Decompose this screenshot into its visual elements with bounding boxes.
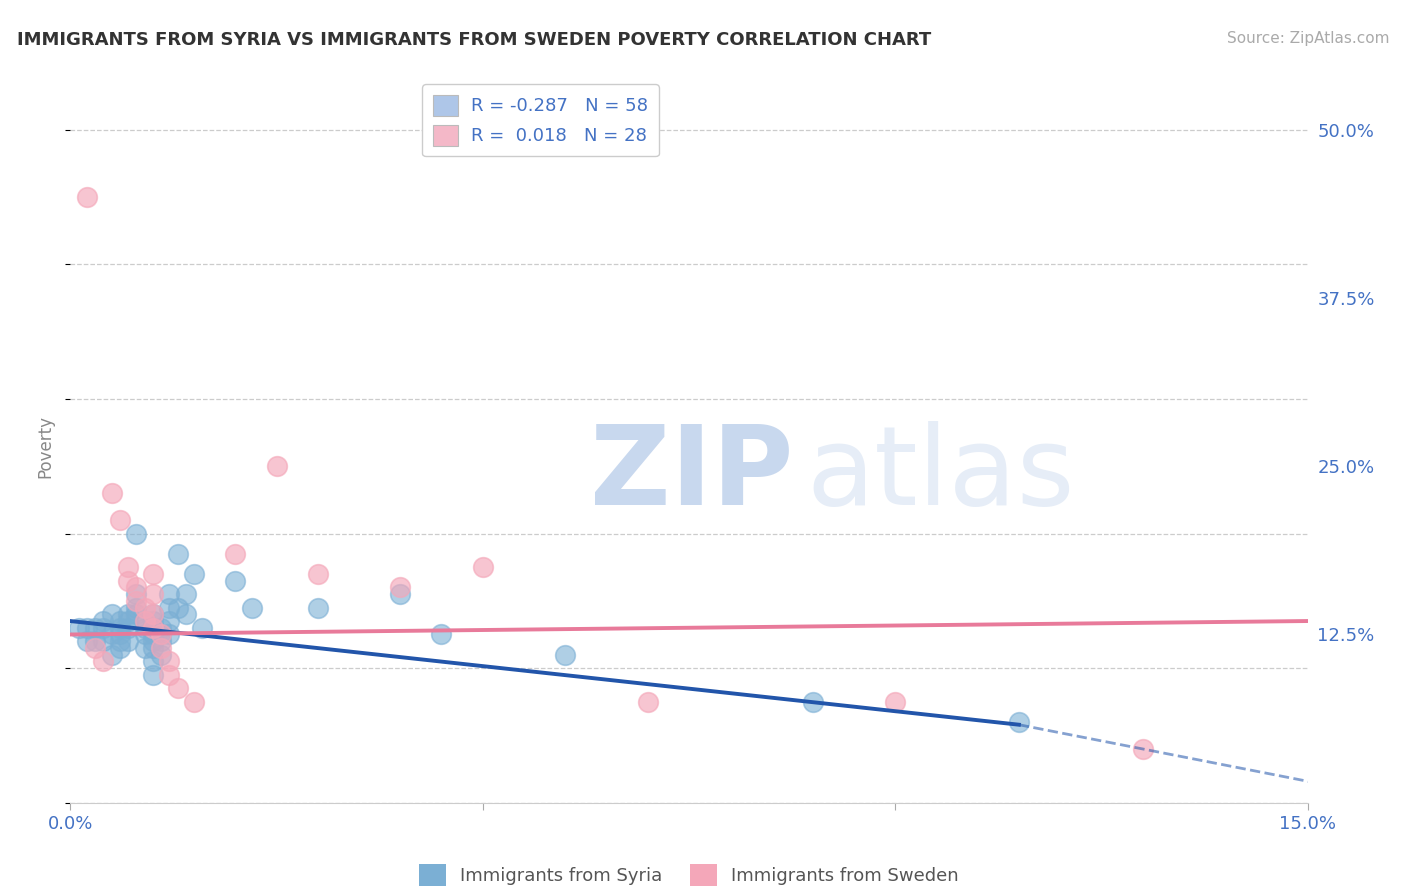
Point [224,574,246,588]
Point [84,621,107,635]
Point [134,600,156,615]
Point [108,621,131,635]
Point [150,627,173,641]
Text: Source: ZipAtlas.com: Source: ZipAtlas.com [1226,31,1389,46]
Point [134,614,156,628]
Point [266,459,288,474]
Point [108,513,131,527]
Y-axis label: Poverty: Poverty [37,415,55,477]
Point [142,668,165,682]
Point [91,614,114,628]
Point [554,648,576,662]
Point [157,668,180,682]
Point [157,655,180,669]
Point [84,640,107,655]
Point [100,627,122,641]
Point [191,621,214,635]
Point [307,600,329,615]
Point [142,607,165,622]
Point [134,621,156,635]
Point [389,580,412,594]
Point [389,587,412,601]
Point [637,695,659,709]
Point [67,621,90,635]
Point [142,566,165,581]
Point [134,640,156,655]
Point [157,600,180,615]
Point [150,634,173,648]
Point [166,600,188,615]
Point [157,627,180,641]
Point [471,560,494,574]
Point [117,560,139,574]
Point [125,600,148,615]
Point [125,587,148,601]
Point [240,600,263,615]
Point [117,607,139,622]
Point [134,627,156,641]
Point [307,566,329,581]
Point [134,614,156,628]
Point [150,648,173,662]
Point [125,594,148,608]
Point [108,634,131,648]
Text: IMMIGRANTS FROM SYRIA VS IMMIGRANTS FROM SWEDEN POVERTY CORRELATION CHART: IMMIGRANTS FROM SYRIA VS IMMIGRANTS FROM… [17,31,931,49]
Point [125,526,148,541]
Point [142,614,165,628]
Point [117,574,139,588]
Point [157,587,180,601]
Point [76,621,98,635]
Point [801,695,824,709]
Point [142,621,165,635]
Point [174,587,197,601]
Point [224,547,246,561]
Point [117,634,139,648]
Point [142,640,165,655]
Point [117,621,139,635]
Legend: Immigrants from Syria, Immigrants from Sweden: Immigrants from Syria, Immigrants from S… [412,857,966,892]
Text: atlas: atlas [807,421,1076,528]
Point [142,627,165,641]
Point [125,580,148,594]
Point [125,607,148,622]
Point [142,587,165,601]
Point [1132,742,1154,756]
Point [100,486,122,500]
Point [166,681,188,696]
Point [166,547,188,561]
Point [76,634,98,648]
Point [884,695,907,709]
Point [142,634,165,648]
Point [142,655,165,669]
Point [142,607,165,622]
Point [108,614,131,628]
Point [84,634,107,648]
Point [100,648,122,662]
Point [91,621,114,635]
Point [174,607,197,622]
Point [76,190,98,204]
Point [100,607,122,622]
Point [117,614,139,628]
Point [108,627,131,641]
Point [430,627,453,641]
Point [183,566,205,581]
Point [108,640,131,655]
Point [150,640,173,655]
Point [183,695,205,709]
Point [91,634,114,648]
Point [157,614,180,628]
Point [150,621,173,635]
Point [142,621,165,635]
Point [91,655,114,669]
Text: ZIP: ZIP [591,421,793,528]
Point [150,627,173,641]
Point [1008,714,1031,729]
